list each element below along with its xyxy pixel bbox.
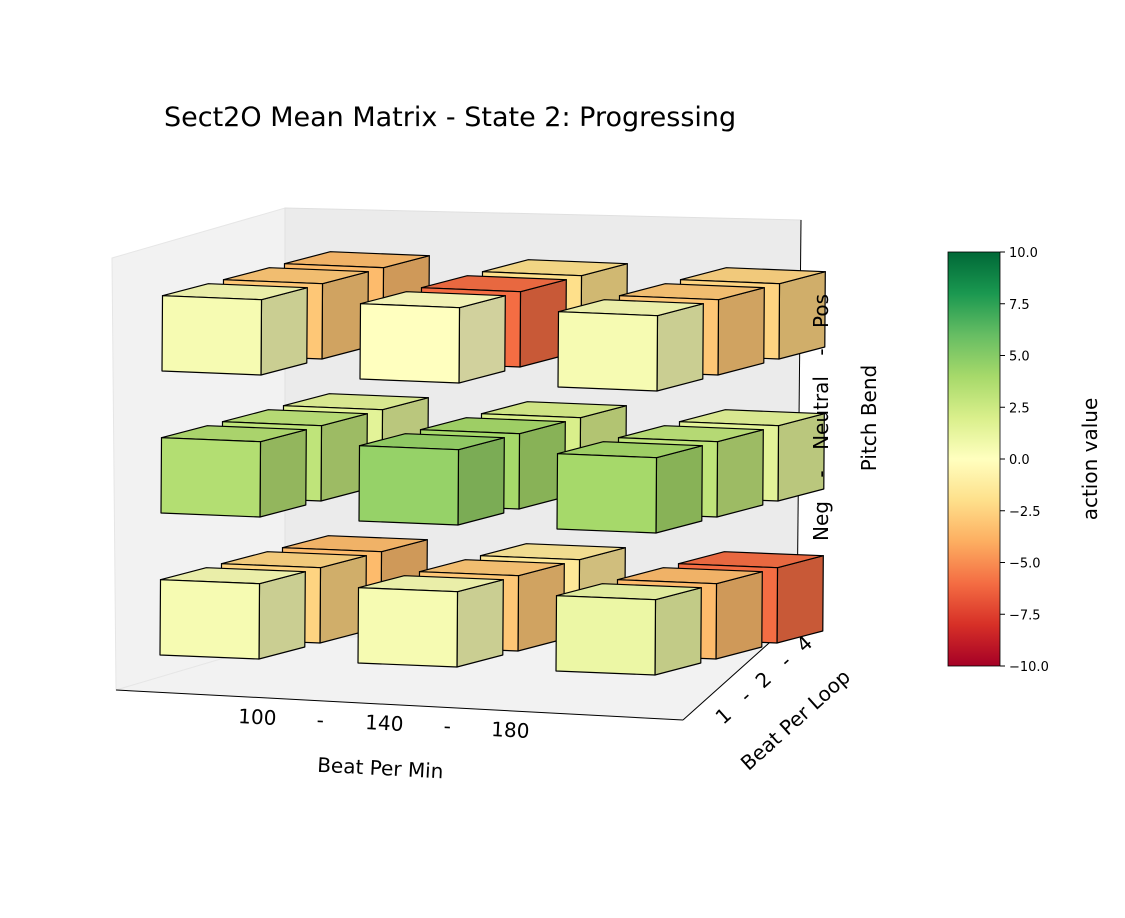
colorbar-tick-label: 10.0 [1009,246,1038,261]
bar-front-face [160,437,262,518]
bar-front-face [159,579,261,660]
z-tick-label: Pos [809,294,833,328]
bar-cube [357,575,504,668]
x-tick-label: 140 [365,710,404,736]
bar-cube [160,425,307,518]
bar-side-face [259,429,307,518]
bar-front-face [358,445,460,526]
x-axis-label: Beat Per Min [317,753,444,784]
x-tick-label: 100 [238,704,277,730]
z-tick-label: - [809,348,833,355]
bar-front-face [556,453,658,534]
colorbar-label: action value [1078,398,1102,521]
bar-side-face [457,437,505,526]
bar-side-face [776,555,824,644]
colorbar-tick-label: −7.5 [1009,608,1041,623]
bar-cube [359,291,506,384]
colorbar-tick-label: 7.5 [1009,298,1030,313]
bar-side-face [717,287,765,376]
colorbar-tick-label: −5.0 [1009,557,1041,572]
colorbar-tick-label: 0.0 [1009,453,1030,468]
chart-title: Sect2O Mean Matrix - State 2: Progressin… [164,102,736,133]
x-ticks: 100 - 140 - 180 [238,704,530,743]
bar-side-face [260,287,308,376]
bar-front-face [161,295,263,376]
bar-front-face [357,587,459,668]
bar-cube [161,283,308,376]
y-tick-label: 1 [711,703,737,729]
bar-cube [557,299,704,392]
z-tick-label: - [809,470,833,477]
colorbar: 10.0 7.5 5.0 2.5 0.0 −2.5 −5.0 −7.5 −10.0 action… [947,246,1102,675]
bar-side-face [655,445,703,534]
colorbar-tick-label: 2.5 [1009,401,1030,416]
bar-cube [556,441,703,534]
y-tick-label: - [775,649,796,672]
bar-cube [159,567,306,660]
z-axis-label: Pitch Bend [857,365,881,471]
z-tick-label: Neg [809,501,833,541]
x-tick-label: - [316,708,324,732]
colorbar-tick-label: 5.0 [1009,350,1030,365]
z-ticks: Neg - Neutral - Pos [809,294,833,541]
x-tick-label: 180 [491,717,530,743]
bars [159,251,826,676]
bar-side-face [656,303,704,392]
bar-side-face [458,295,506,384]
bar-front-face [555,595,657,676]
bar-side-face [716,429,764,518]
colorbar-tick-label: −2.5 [1009,505,1041,520]
y-tick-label: - [735,684,756,707]
bar-front-face [557,311,659,392]
bar-side-face [715,571,763,660]
bar-cube [358,433,505,526]
bar-side-face [654,587,702,676]
colorbar-tick-label: −10.0 [1009,660,1049,675]
bar-front-face [359,303,461,384]
bar-side-face [258,571,306,660]
y-tick-label: 2 [751,667,777,693]
y-tick-label: 4 [792,631,818,657]
colorbar-gradient [947,251,1001,667]
bar-cube [555,583,702,676]
x-tick-label: - [443,714,451,738]
x-axis-line [115,689,684,721]
bar-side-face [456,579,504,668]
y-axis-label: Beat Per Loop [736,664,855,775]
z-tick-label: Neutral [809,376,833,450]
